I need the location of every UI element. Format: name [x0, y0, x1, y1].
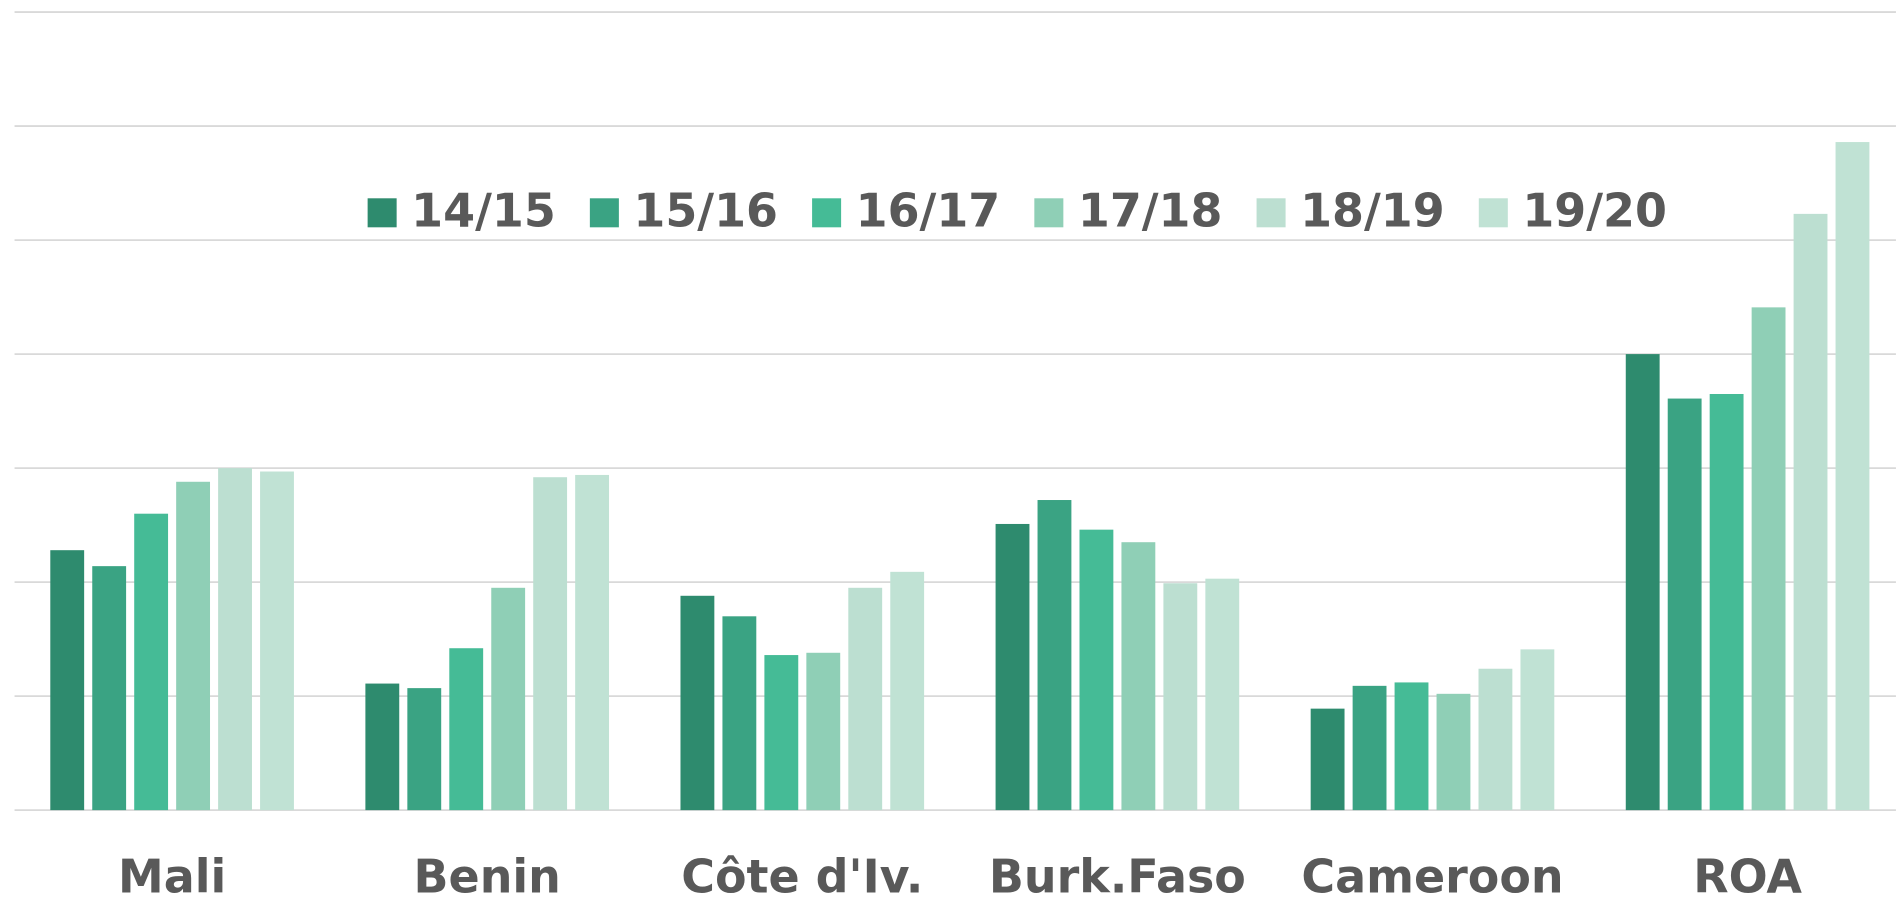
- bar: [533, 477, 568, 811]
- bar: [575, 474, 610, 811]
- legend-label: 14/15: [411, 184, 556, 238]
- bar: [491, 587, 526, 811]
- bar: [1394, 682, 1429, 811]
- legend-label: 15/16: [633, 184, 778, 238]
- bar: [764, 655, 799, 811]
- bar: [1667, 398, 1702, 811]
- x-tick-label: ROA: [1693, 850, 1802, 902]
- bar: [890, 571, 925, 811]
- bar: [1751, 307, 1786, 811]
- legend-label: 19/20: [1522, 184, 1667, 238]
- bar: [50, 550, 85, 811]
- bar: [995, 523, 1030, 811]
- legend-label: 16/17: [856, 184, 1001, 238]
- bar: [134, 513, 169, 811]
- bar: [92, 566, 127, 811]
- bar: [1310, 708, 1345, 811]
- bar: [365, 683, 400, 811]
- bar: [260, 471, 294, 811]
- bar: [1625, 354, 1660, 811]
- x-tick-label: Cameroon: [1301, 850, 1563, 902]
- bar: [176, 481, 211, 811]
- bar: [407, 688, 442, 811]
- bar: [1793, 213, 1828, 811]
- bar: [218, 468, 252, 811]
- legend-swatch: [1034, 198, 1064, 228]
- bar: [848, 587, 883, 811]
- bar: [1835, 142, 1870, 811]
- bar: [806, 652, 841, 811]
- bar: [1436, 693, 1471, 811]
- legend-label: 17/18: [1078, 184, 1223, 238]
- bar: [1163, 583, 1198, 811]
- legend-label: 18/19: [1300, 184, 1445, 238]
- x-tick-label: Burk.Faso: [989, 850, 1246, 902]
- bar: [1079, 529, 1114, 811]
- bar: [1709, 393, 1744, 811]
- bar: [1352, 685, 1387, 811]
- legend-swatch: [1256, 198, 1286, 228]
- bar: [1121, 542, 1156, 811]
- bar: [1478, 668, 1513, 811]
- x-tick-label: Benin: [414, 850, 561, 902]
- bar: [722, 616, 757, 811]
- bar: [449, 648, 484, 811]
- bar: [1205, 578, 1240, 811]
- x-tick-label: Mali: [118, 850, 226, 902]
- legend-swatch: [589, 198, 619, 228]
- legend-swatch: [812, 198, 842, 228]
- bar: [1037, 500, 1072, 811]
- legend-swatch: [367, 198, 397, 228]
- bar: [1520, 649, 1555, 811]
- legend-swatch: [1478, 198, 1508, 228]
- bar: [680, 595, 715, 811]
- x-tick-label: Côte d'Iv.: [681, 850, 923, 902]
